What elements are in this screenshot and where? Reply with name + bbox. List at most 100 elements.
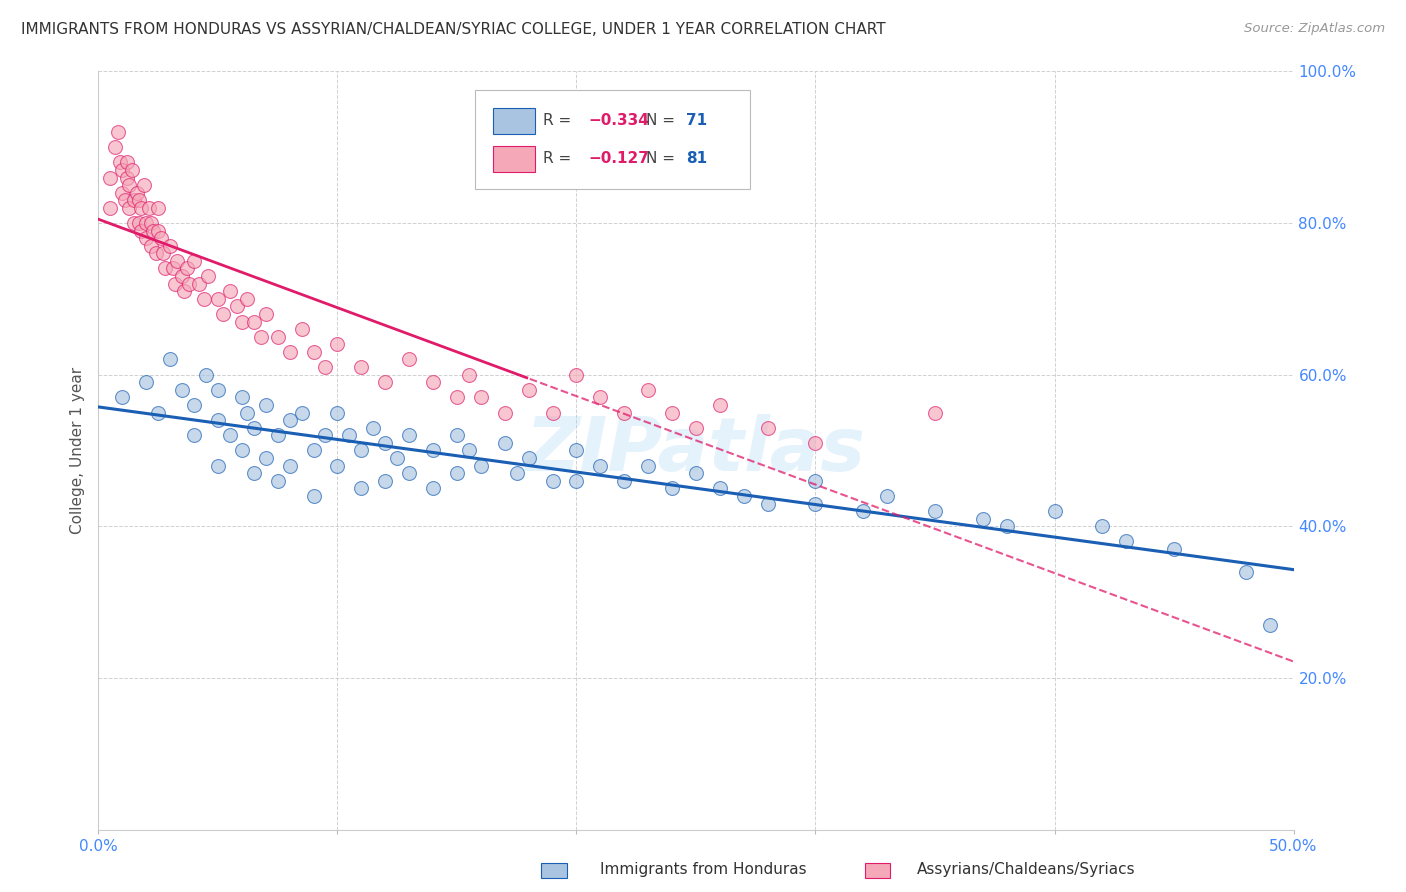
- Point: [924, 504, 946, 518]
- Point: [972, 512, 994, 526]
- Point: [637, 458, 659, 473]
- Point: [494, 405, 516, 420]
- Point: [254, 451, 277, 466]
- Point: [302, 443, 325, 458]
- Point: [104, 140, 127, 154]
- Point: [148, 201, 170, 215]
- Point: [302, 344, 325, 359]
- Point: [709, 482, 731, 496]
- Point: [235, 405, 257, 420]
- Point: [132, 178, 155, 193]
- Point: [267, 330, 290, 344]
- Point: [166, 253, 188, 268]
- Point: [804, 474, 827, 488]
- Point: [541, 405, 564, 420]
- Point: [541, 474, 564, 488]
- Point: [267, 428, 290, 442]
- Point: [565, 368, 588, 382]
- Point: [193, 292, 215, 306]
- Point: [131, 223, 153, 237]
- Point: [197, 269, 219, 284]
- Point: [685, 467, 707, 481]
- Point: [243, 467, 266, 481]
- Point: [494, 436, 516, 450]
- Point: [661, 405, 683, 420]
- Point: [128, 216, 150, 230]
- Text: N =: N =: [645, 151, 679, 166]
- Point: [176, 261, 198, 276]
- Point: [756, 421, 779, 435]
- Point: [111, 163, 134, 178]
- Point: [183, 428, 205, 442]
- Point: [350, 443, 373, 458]
- Text: Assyrians/Chaldeans/Syriacs: Assyrians/Chaldeans/Syriacs: [917, 863, 1136, 877]
- Point: [139, 238, 162, 253]
- Point: [661, 482, 683, 496]
- Point: [115, 155, 138, 169]
- Text: 81: 81: [686, 151, 707, 166]
- Point: [162, 261, 184, 276]
- Point: [219, 428, 242, 442]
- Point: [613, 405, 636, 420]
- Point: [363, 421, 385, 435]
- Point: [187, 277, 209, 291]
- Point: [149, 231, 172, 245]
- Point: [924, 405, 946, 420]
- Point: [326, 458, 349, 473]
- Point: [995, 519, 1018, 533]
- Point: [315, 359, 337, 375]
- Bar: [494, 145, 534, 172]
- Point: [374, 376, 396, 390]
- Point: [291, 322, 314, 336]
- Point: [138, 201, 160, 215]
- Point: [637, 383, 659, 397]
- Point: [458, 368, 481, 382]
- Point: [589, 391, 612, 405]
- Point: [98, 170, 122, 185]
- FancyBboxPatch shape: [475, 90, 749, 189]
- Point: [470, 458, 492, 473]
- Point: [207, 292, 229, 306]
- Y-axis label: College, Under 1 year: College, Under 1 year: [70, 367, 86, 534]
- Point: [155, 261, 177, 276]
- Point: [446, 467, 468, 481]
- Point: [458, 443, 481, 458]
- Point: [339, 428, 361, 442]
- Point: [183, 398, 205, 412]
- Text: N =: N =: [645, 113, 679, 128]
- Point: [179, 277, 201, 291]
- Point: [148, 405, 170, 420]
- Point: [231, 314, 253, 328]
- Point: [207, 458, 229, 473]
- Point: [1234, 565, 1257, 579]
- Point: [398, 352, 420, 367]
- Point: [207, 383, 229, 397]
- Point: [250, 330, 273, 344]
- Point: [111, 391, 134, 405]
- Point: [517, 383, 540, 397]
- Point: [254, 307, 277, 321]
- Point: [589, 458, 612, 473]
- Text: R =: R =: [543, 113, 576, 128]
- Bar: [494, 108, 534, 135]
- Point: [374, 474, 396, 488]
- Point: [565, 443, 588, 458]
- Point: [804, 436, 827, 450]
- Point: [756, 496, 779, 510]
- Point: [852, 504, 875, 518]
- Point: [398, 428, 420, 442]
- Point: [135, 231, 157, 245]
- Point: [517, 451, 540, 466]
- Point: [733, 489, 755, 503]
- Point: [172, 269, 194, 284]
- Point: [1043, 504, 1066, 518]
- Point: [121, 163, 143, 178]
- Point: [131, 201, 153, 215]
- Point: [172, 383, 194, 397]
- Point: [422, 482, 444, 496]
- Point: [1115, 534, 1137, 549]
- Point: [254, 398, 277, 412]
- Point: [98, 201, 122, 215]
- Point: [195, 368, 218, 382]
- Point: [446, 428, 468, 442]
